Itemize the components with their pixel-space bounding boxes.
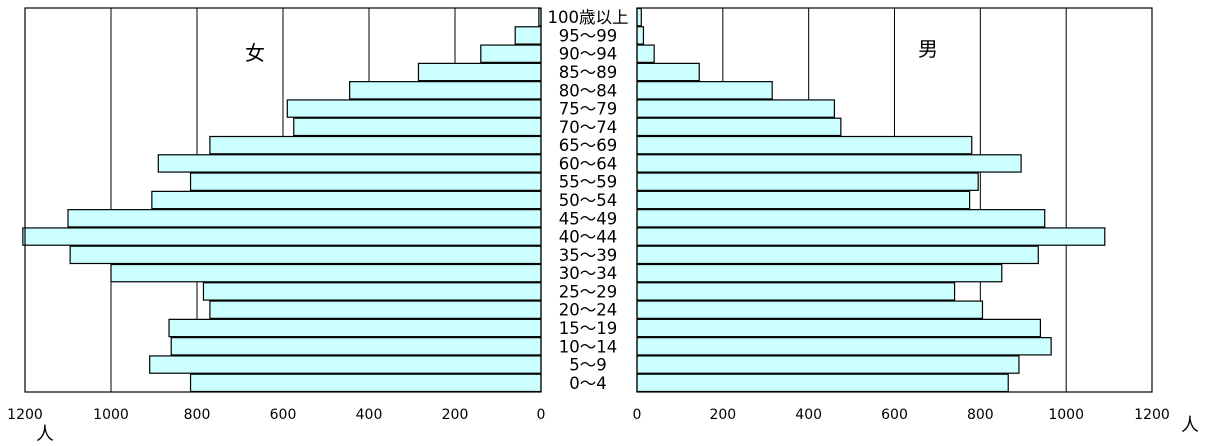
bar-male-70〜74 bbox=[636, 117, 842, 137]
bar-female-20〜24 bbox=[209, 300, 542, 319]
age-label-40〜44: 40〜44 bbox=[559, 228, 618, 247]
male-plot-frame bbox=[636, 7, 1153, 393]
tick-labels-right: 0 200 400 600 800 1000 1200 bbox=[633, 407, 1170, 423]
bar-female-10〜14 bbox=[170, 337, 542, 356]
unit-label-left: 人 bbox=[36, 424, 54, 445]
bar-female-30〜34 bbox=[110, 263, 542, 283]
age-label-0〜4: 0〜4 bbox=[569, 374, 607, 393]
bar-female-80〜84 bbox=[349, 81, 542, 100]
bar-female-90〜94 bbox=[480, 44, 542, 63]
tick-label-right-200: 200 bbox=[709, 407, 736, 423]
bar-male-65〜69 bbox=[636, 135, 973, 155]
tick-label-right-600: 600 bbox=[881, 407, 908, 423]
tick-label-left-400: 400 bbox=[356, 407, 383, 423]
bar-male-75〜79 bbox=[636, 99, 836, 118]
age-label-10〜14: 10〜14 bbox=[559, 337, 618, 356]
bar-female-55〜59 bbox=[189, 172, 542, 191]
bar-male-90〜94 bbox=[636, 44, 655, 63]
age-label-80〜84: 80〜84 bbox=[559, 81, 618, 100]
bar-female-70〜74 bbox=[293, 117, 542, 137]
age-labels: 0〜45〜910〜1415〜1920〜2425〜2930〜3435〜3940〜4… bbox=[548, 8, 629, 393]
bar-male-5〜9 bbox=[636, 355, 1020, 374]
bar-male-50〜54 bbox=[636, 190, 971, 210]
age-label-35〜39: 35〜39 bbox=[559, 246, 618, 265]
tick-label-right-1000: 1000 bbox=[1048, 407, 1084, 423]
bar-male-80〜84 bbox=[636, 81, 773, 100]
age-label-75〜79: 75〜79 bbox=[559, 100, 618, 119]
tick-label-left-800: 800 bbox=[184, 407, 211, 423]
bar-female-75〜79 bbox=[286, 99, 542, 118]
bar-male-10〜14 bbox=[636, 337, 1052, 356]
bar-male-55〜59 bbox=[636, 172, 979, 191]
bar-female-0〜4 bbox=[189, 373, 542, 393]
age-label-25〜29: 25〜29 bbox=[559, 282, 618, 301]
age-label-100歳以上: 100歳以上 bbox=[548, 8, 629, 27]
tick-label-left-600: 600 bbox=[270, 407, 297, 423]
tick-label-left-1200: 1200 bbox=[7, 407, 43, 423]
age-label-15〜19: 15〜19 bbox=[559, 319, 618, 338]
bars-male bbox=[636, 7, 1106, 393]
bar-male-85〜89 bbox=[636, 62, 700, 82]
unit-label-right: 人 bbox=[1181, 415, 1199, 436]
age-label-20〜24: 20〜24 bbox=[559, 301, 618, 320]
bar-male-95〜99 bbox=[636, 26, 645, 45]
bar-male-100歳以上 bbox=[636, 7, 642, 27]
tick-label-left-0: 0 bbox=[537, 407, 546, 423]
bar-female-65〜69 bbox=[209, 135, 542, 155]
age-label-85〜89: 85〜89 bbox=[559, 63, 618, 82]
tick-label-right-400: 400 bbox=[795, 407, 822, 423]
bar-female-5〜9 bbox=[149, 355, 542, 374]
bar-female-45〜49 bbox=[67, 209, 542, 228]
age-label-65〜69: 65〜69 bbox=[559, 136, 618, 155]
tick-label-right-800: 800 bbox=[967, 407, 994, 423]
bar-male-35〜39 bbox=[636, 245, 1039, 265]
bar-male-45〜49 bbox=[636, 209, 1046, 228]
bar-male-30〜34 bbox=[636, 263, 1003, 283]
female-plot-frame bbox=[24, 7, 542, 393]
bar-female-60〜64 bbox=[157, 154, 542, 173]
bar-female-25〜29 bbox=[202, 282, 542, 301]
bar-male-20〜24 bbox=[636, 300, 984, 319]
age-label-45〜49: 45〜49 bbox=[559, 209, 618, 228]
tick-label-right-0: 0 bbox=[633, 407, 642, 423]
bar-female-35〜39 bbox=[69, 245, 542, 265]
bar-male-40〜44 bbox=[636, 227, 1106, 246]
bars-female bbox=[22, 7, 542, 393]
age-label-95〜99: 95〜99 bbox=[559, 26, 618, 45]
male-series-label: 男 bbox=[918, 37, 938, 61]
tick-label-right-1200: 1200 bbox=[1134, 407, 1170, 423]
bar-female-40〜44 bbox=[22, 227, 542, 246]
age-label-55〜59: 55〜59 bbox=[559, 173, 618, 192]
tick-label-left-1000: 1000 bbox=[93, 407, 129, 423]
bar-male-0〜4 bbox=[636, 373, 1009, 393]
female-series-label: 女 bbox=[245, 41, 265, 65]
age-label-50〜54: 50〜54 bbox=[559, 191, 618, 210]
age-label-60〜64: 60〜64 bbox=[559, 154, 618, 173]
age-label-90〜94: 90〜94 bbox=[559, 45, 618, 64]
age-label-30〜34: 30〜34 bbox=[559, 264, 618, 283]
bar-male-15〜19 bbox=[636, 318, 1042, 338]
bar-female-15〜19 bbox=[168, 318, 542, 338]
age-label-70〜74: 70〜74 bbox=[559, 118, 618, 137]
bar-female-95〜99 bbox=[514, 26, 542, 45]
bar-female-85〜89 bbox=[417, 62, 542, 82]
bar-male-25〜29 bbox=[636, 282, 956, 301]
tick-labels-left: 0 200 400 600 800 1000 1200 bbox=[7, 407, 545, 423]
bar-male-60〜64 bbox=[636, 154, 1022, 173]
age-label-5〜9: 5〜9 bbox=[569, 356, 607, 375]
bar-female-50〜54 bbox=[151, 190, 542, 210]
tick-label-left-200: 200 bbox=[442, 407, 469, 423]
